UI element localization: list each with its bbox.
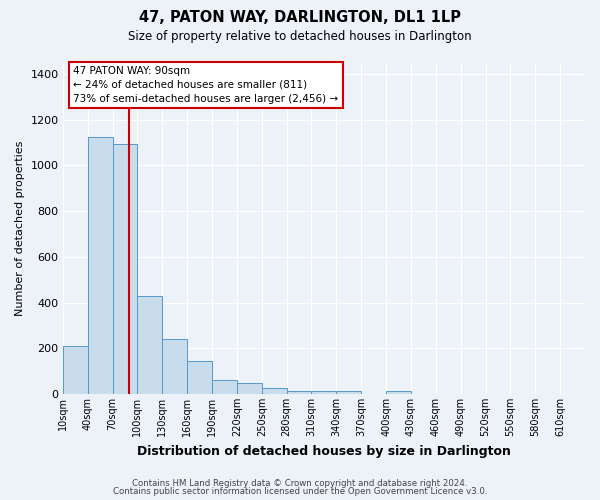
Bar: [237, 383, 262, 394]
Bar: [262, 388, 287, 394]
Bar: [63, 346, 88, 394]
Bar: [137, 296, 163, 394]
X-axis label: Distribution of detached houses by size in Darlington: Distribution of detached houses by size …: [137, 444, 511, 458]
Bar: [113, 144, 137, 394]
Text: Size of property relative to detached houses in Darlington: Size of property relative to detached ho…: [128, 30, 472, 43]
Text: 47 PATON WAY: 90sqm
← 24% of detached houses are smaller (811)
73% of semi-detac: 47 PATON WAY: 90sqm ← 24% of detached ho…: [73, 66, 338, 104]
Bar: [88, 137, 113, 394]
Bar: [337, 392, 361, 394]
Text: 47, PATON WAY, DARLINGTON, DL1 1LP: 47, PATON WAY, DARLINGTON, DL1 1LP: [139, 10, 461, 25]
Text: Contains HM Land Registry data © Crown copyright and database right 2024.: Contains HM Land Registry data © Crown c…: [132, 478, 468, 488]
Bar: [212, 380, 237, 394]
Bar: [311, 390, 337, 394]
Bar: [287, 390, 311, 394]
Bar: [386, 392, 411, 394]
Text: Contains public sector information licensed under the Open Government Licence v3: Contains public sector information licen…: [113, 487, 487, 496]
Y-axis label: Number of detached properties: Number of detached properties: [15, 140, 25, 316]
Bar: [187, 362, 212, 394]
Bar: [163, 339, 187, 394]
